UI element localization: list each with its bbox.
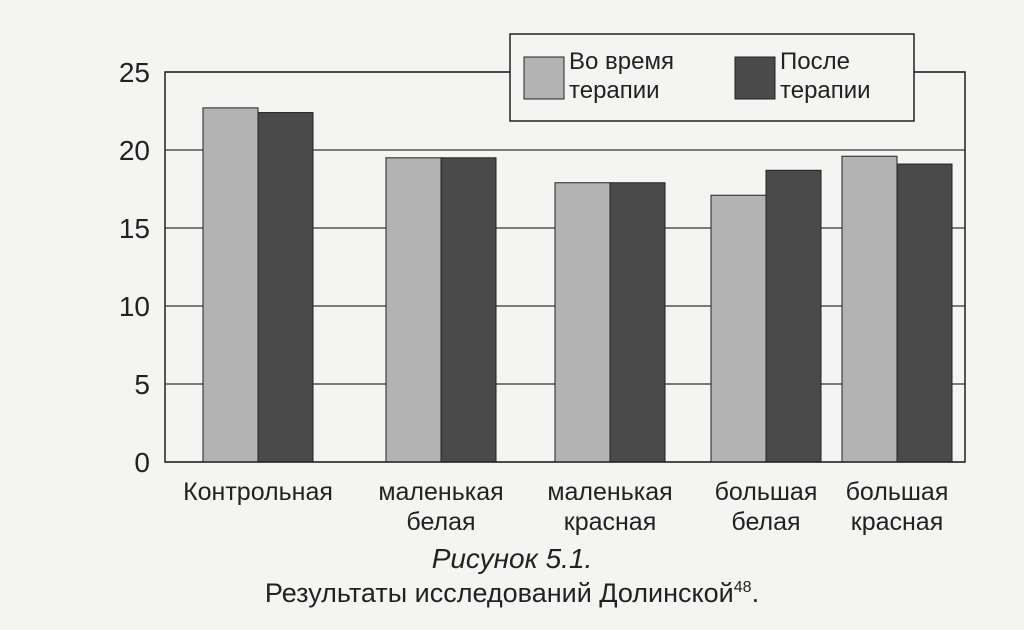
bar-series-2 bbox=[257, 112, 314, 463]
legend-box bbox=[509, 33, 915, 122]
x-category-label: Контрольная bbox=[183, 478, 333, 506]
bar-chart: 0 5 10 15 20 25 Контрольная маленькая белая мале… bbox=[119, 33, 966, 536]
bar-series-2 bbox=[765, 169, 822, 463]
bar-series-1 bbox=[841, 155, 898, 463]
legend-label-series-1: Во время терапии bbox=[569, 48, 674, 104]
x-category-label: маленькая красная bbox=[547, 478, 672, 536]
caption-title: Результаты исследований Долинской bbox=[264, 578, 734, 608]
x-category-label: большая красная bbox=[846, 478, 949, 536]
y-axis-tick-labels: 0 5 10 15 20 25 bbox=[119, 57, 150, 478]
bar-series-1 bbox=[385, 157, 442, 463]
x-category-label: большая белая bbox=[715, 478, 818, 536]
bar-series-2 bbox=[896, 163, 953, 463]
y-tick-label: 5 bbox=[134, 369, 150, 400]
x-axis-category-labels: Контрольная маленькая белая маленькая красна… bbox=[183, 478, 948, 536]
bar-series-2 bbox=[609, 182, 666, 463]
figure-caption: Результаты исследований Долинской48. bbox=[0, 578, 1024, 609]
legend-swatch-series-1 bbox=[523, 56, 565, 100]
legend-swatch-series-2 bbox=[734, 56, 776, 100]
bars bbox=[202, 107, 953, 463]
legend-label-series-2: После терапии bbox=[780, 48, 871, 104]
bar-series-1 bbox=[202, 107, 259, 463]
bar-series-1 bbox=[554, 182, 611, 463]
caption-footnote-ref: 48 bbox=[733, 579, 752, 596]
caption-period: . bbox=[751, 578, 760, 608]
legend: Во время терапии После терапии bbox=[509, 33, 915, 122]
y-tick-label: 25 bbox=[119, 57, 150, 88]
y-tick-label: 0 bbox=[134, 447, 150, 478]
figure-label: Рисунок 5.1. bbox=[431, 543, 593, 574]
y-tick-label: 10 bbox=[119, 291, 150, 322]
y-tick-label: 20 bbox=[119, 135, 150, 166]
bar-series-2 bbox=[440, 157, 497, 463]
x-category-label: маленькая белая bbox=[378, 478, 503, 536]
y-tick-label: 15 bbox=[119, 213, 150, 244]
bar-series-1 bbox=[710, 194, 767, 463]
